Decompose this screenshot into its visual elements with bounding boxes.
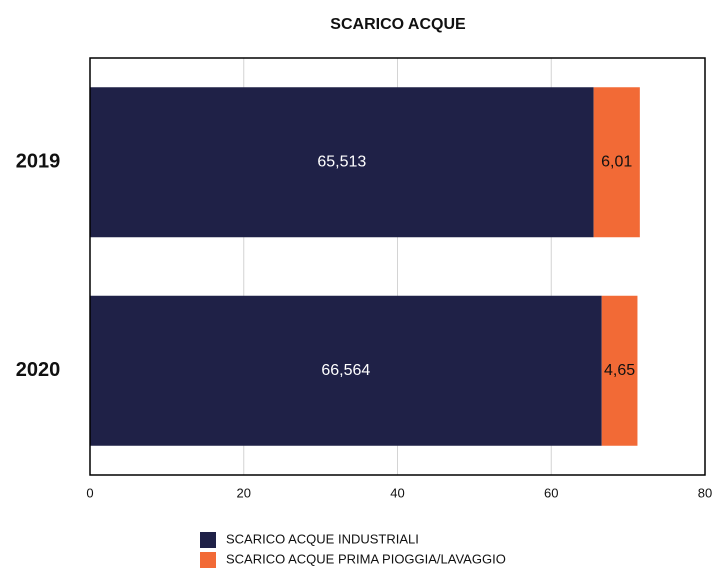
legend-label: SCARICO ACQUE PRIMA PIOGGIA/LAVAGGIO (226, 551, 506, 566)
x-tick-label: 40 (390, 485, 404, 500)
chart-title: SCARICO ACQUE (330, 16, 466, 33)
x-tick-label: 80 (698, 485, 712, 500)
bar-segment (90, 87, 594, 238)
plot-frame (89, 57, 706, 476)
data-label: 66,564 (321, 362, 370, 379)
x-tick-label: 60 (544, 485, 558, 500)
y-tick-label: 2019 (16, 151, 61, 173)
data-label: 6,01 (601, 153, 632, 170)
y-tick-label: 2020 (16, 359, 61, 381)
bar-segment (593, 87, 640, 238)
data-label: 65,513 (317, 153, 366, 170)
legend-label: SCARICO ACQUE INDUSTRIALI (226, 531, 419, 546)
bar-segment (601, 295, 638, 446)
x-tick-label: 20 (237, 485, 251, 500)
legend-swatch (200, 532, 216, 548)
legend-swatch (200, 552, 216, 568)
data-label: 4,65 (604, 362, 635, 379)
x-tick-label: 0 (86, 485, 93, 500)
bar-segment (90, 295, 602, 446)
